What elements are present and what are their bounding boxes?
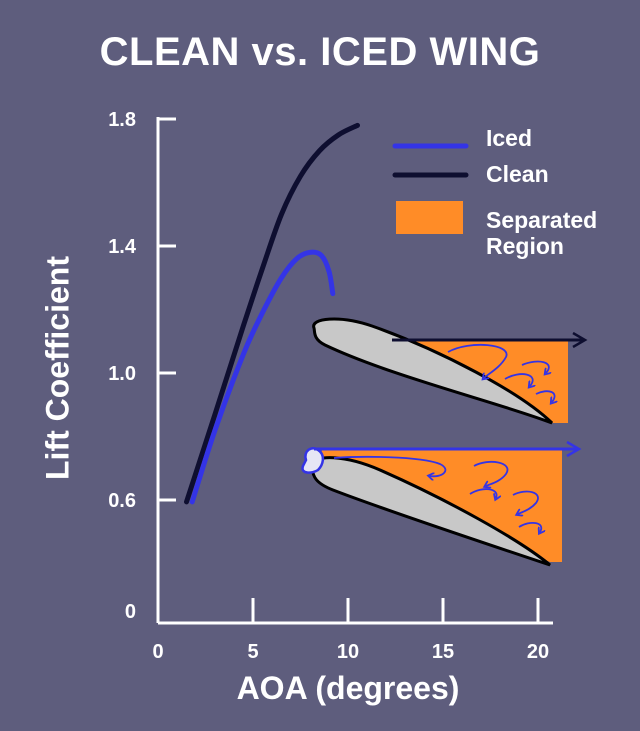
iced-vortex-swirls	[333, 456, 541, 532]
y-axis-label: Lift Coefficient	[39, 256, 76, 480]
y-tick-label: 1.0	[108, 363, 136, 385]
iced-airfoil-shape	[310, 456, 551, 567]
clean-airfoil-shape	[312, 317, 554, 425]
x-tick-label: 10	[337, 641, 359, 663]
y-tick-label: 1.8	[108, 109, 136, 131]
y-tick-label: 0	[125, 601, 136, 623]
x-tick-label: 15	[432, 641, 454, 663]
series-line-clean	[184, 122, 360, 505]
legend-label-clean: Clean	[486, 161, 549, 187]
legend-label-separated-region: Separated Region	[486, 207, 598, 259]
legend-label-iced: Iced	[486, 125, 533, 151]
y-tick-label: 1.4	[108, 236, 137, 258]
chart-title: CLEAN vs. ICED WING	[99, 30, 541, 74]
legend-swatch-separated-region	[396, 201, 463, 234]
ice-accretion	[301, 446, 325, 474]
clean-vortex-swirls	[447, 343, 555, 402]
x-axis-label: AOA (degrees)	[236, 670, 460, 706]
x-tick-label: 20	[527, 641, 549, 663]
y-tick-label: 0.6	[108, 490, 136, 512]
x-tick-label: 5	[247, 641, 258, 663]
iced-airfoil-illustration	[301, 446, 578, 567]
x-tick-label: 0	[152, 641, 163, 663]
series-line-iced	[189, 249, 336, 505]
clean-airfoil-illustration	[312, 317, 584, 425]
